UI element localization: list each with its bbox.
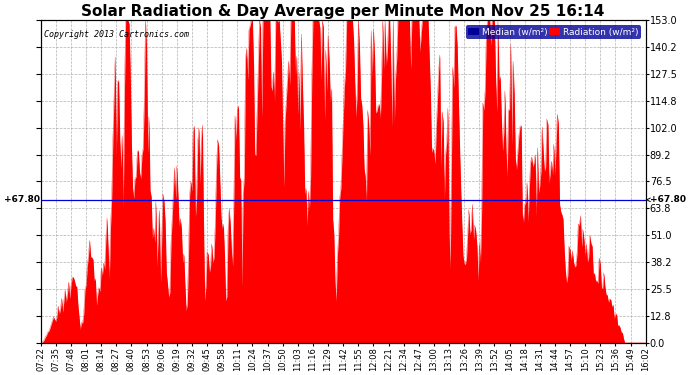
Text: +67.80: +67.80 bbox=[647, 195, 686, 204]
Text: +67.80: +67.80 bbox=[4, 195, 40, 204]
Title: Solar Radiation & Day Average per Minute Mon Nov 25 16:14: Solar Radiation & Day Average per Minute… bbox=[81, 4, 605, 19]
Legend: Median (w/m²), Radiation (w/m²): Median (w/m²), Radiation (w/m²) bbox=[466, 25, 641, 39]
Text: Copyright 2013 Cartronics.com: Copyright 2013 Cartronics.com bbox=[43, 30, 189, 39]
